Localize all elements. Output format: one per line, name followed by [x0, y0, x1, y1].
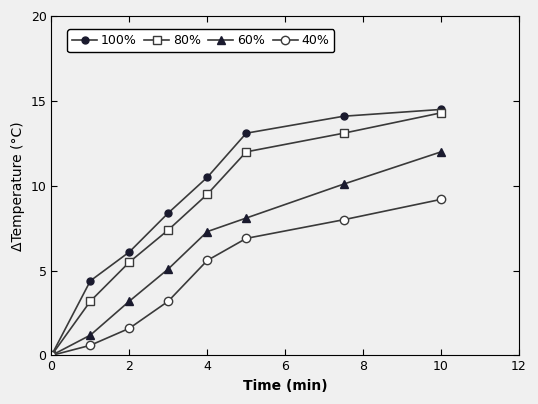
100%: [48, 353, 55, 358]
80%: [165, 227, 172, 232]
100%: [204, 175, 210, 180]
40%: [341, 217, 347, 222]
Legend: 100%, 80%, 60%, 40%: 100%, 80%, 60%, 40%: [67, 29, 334, 52]
60%: [438, 149, 444, 154]
100%: [165, 210, 172, 215]
40%: [126, 326, 132, 331]
80%: [341, 131, 347, 136]
40%: [204, 258, 210, 263]
40%: [48, 353, 55, 358]
80%: [438, 110, 444, 115]
100%: [126, 250, 132, 255]
60%: [341, 182, 347, 187]
100%: [438, 107, 444, 112]
Line: 100%: 100%: [48, 106, 444, 359]
80%: [204, 192, 210, 197]
Line: 40%: 40%: [47, 195, 445, 360]
100%: [243, 131, 250, 136]
100%: [87, 278, 94, 283]
100%: [341, 114, 347, 119]
60%: [87, 332, 94, 337]
80%: [243, 149, 250, 154]
60%: [48, 353, 55, 358]
Line: 60%: 60%: [47, 148, 445, 360]
40%: [243, 236, 250, 241]
Line: 80%: 80%: [47, 109, 445, 360]
X-axis label: Time (min): Time (min): [243, 379, 328, 393]
40%: [165, 299, 172, 303]
60%: [126, 299, 132, 303]
80%: [48, 353, 55, 358]
80%: [87, 299, 94, 303]
80%: [126, 260, 132, 265]
Y-axis label: ΔTemperature (°C): ΔTemperature (°C): [11, 121, 25, 250]
60%: [165, 267, 172, 271]
40%: [87, 343, 94, 348]
60%: [243, 216, 250, 221]
60%: [204, 229, 210, 234]
40%: [438, 197, 444, 202]
